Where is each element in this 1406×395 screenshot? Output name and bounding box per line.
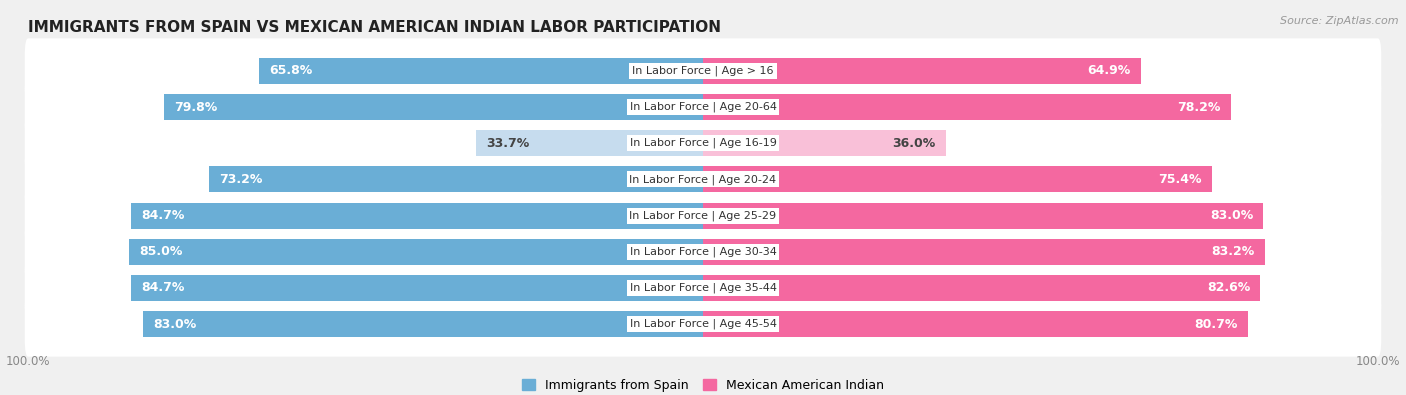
Bar	[143, 311, 703, 337]
FancyBboxPatch shape	[25, 75, 1381, 139]
Bar	[703, 166, 1212, 192]
Text: 83.0%: 83.0%	[153, 318, 197, 331]
FancyBboxPatch shape	[25, 256, 1381, 320]
Bar	[703, 311, 1247, 337]
Bar	[703, 275, 1260, 301]
Bar	[703, 130, 946, 156]
Text: 65.8%: 65.8%	[269, 64, 312, 77]
Text: In Labor Force | Age 25-29: In Labor Force | Age 25-29	[630, 210, 776, 221]
Text: In Labor Force | Age 20-24: In Labor Force | Age 20-24	[630, 174, 776, 185]
Bar	[259, 58, 703, 84]
Text: In Labor Force | Age 35-44: In Labor Force | Age 35-44	[630, 283, 776, 293]
Text: 79.8%: 79.8%	[174, 101, 218, 114]
FancyBboxPatch shape	[25, 292, 1381, 357]
Legend: Immigrants from Spain, Mexican American Indian: Immigrants from Spain, Mexican American …	[519, 375, 887, 395]
FancyBboxPatch shape	[25, 38, 1381, 103]
Text: 73.2%: 73.2%	[219, 173, 263, 186]
Bar	[131, 275, 703, 301]
Bar	[475, 130, 703, 156]
Bar	[703, 58, 1142, 84]
Text: In Labor Force | Age 20-64: In Labor Force | Age 20-64	[630, 102, 776, 112]
Text: 80.7%: 80.7%	[1194, 318, 1237, 331]
Text: In Labor Force | Age 45-54: In Labor Force | Age 45-54	[630, 319, 776, 329]
Text: 83.2%: 83.2%	[1211, 245, 1254, 258]
Bar	[703, 203, 1263, 229]
Text: In Labor Force | Age > 16: In Labor Force | Age > 16	[633, 66, 773, 76]
Text: 64.9%: 64.9%	[1088, 64, 1130, 77]
Text: 85.0%: 85.0%	[139, 245, 183, 258]
Bar	[131, 203, 703, 229]
Text: 82.6%: 82.6%	[1208, 281, 1250, 294]
Bar	[703, 94, 1230, 120]
Bar	[165, 94, 703, 120]
Text: Source: ZipAtlas.com: Source: ZipAtlas.com	[1281, 16, 1399, 26]
Bar	[703, 239, 1264, 265]
Text: 83.0%: 83.0%	[1209, 209, 1253, 222]
FancyBboxPatch shape	[25, 111, 1381, 176]
Text: 84.7%: 84.7%	[142, 281, 184, 294]
Text: 84.7%: 84.7%	[142, 209, 184, 222]
Text: In Labor Force | Age 30-34: In Labor Force | Age 30-34	[630, 246, 776, 257]
Bar	[129, 239, 703, 265]
Text: IMMIGRANTS FROM SPAIN VS MEXICAN AMERICAN INDIAN LABOR PARTICIPATION: IMMIGRANTS FROM SPAIN VS MEXICAN AMERICA…	[28, 21, 721, 36]
Text: 75.4%: 75.4%	[1159, 173, 1202, 186]
Text: In Labor Force | Age 16-19: In Labor Force | Age 16-19	[630, 138, 776, 149]
Bar	[209, 166, 703, 192]
FancyBboxPatch shape	[25, 147, 1381, 212]
Text: 36.0%: 36.0%	[893, 137, 936, 150]
Text: 78.2%: 78.2%	[1177, 101, 1220, 114]
FancyBboxPatch shape	[25, 219, 1381, 284]
FancyBboxPatch shape	[25, 183, 1381, 248]
Text: 33.7%: 33.7%	[485, 137, 529, 150]
